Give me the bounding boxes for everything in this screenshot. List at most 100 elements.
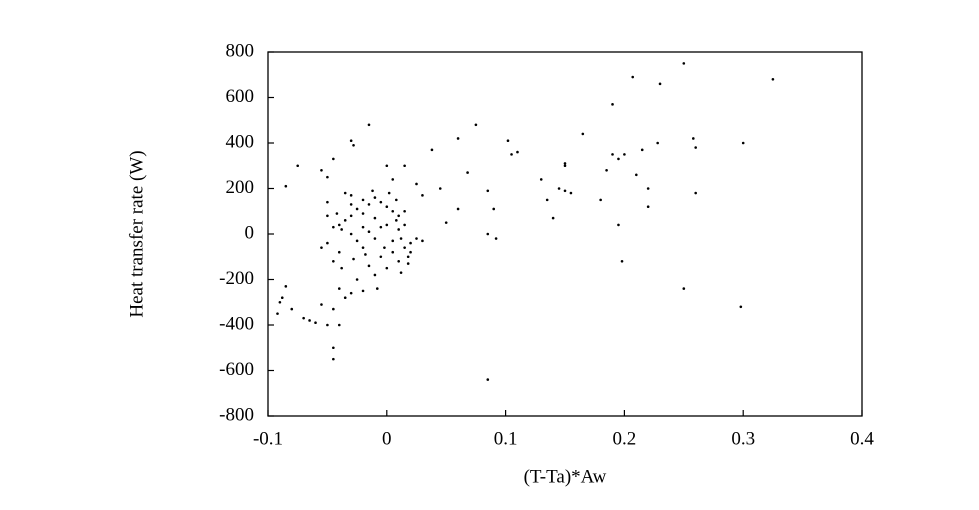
point — [444, 221, 448, 224]
point — [349, 291, 353, 295]
point — [379, 225, 383, 229]
point — [581, 132, 585, 136]
point — [337, 323, 341, 327]
point — [290, 307, 294, 311]
point — [510, 153, 513, 156]
y-tick-label: 400 — [226, 131, 255, 152]
point — [599, 198, 602, 202]
point — [557, 187, 561, 190]
point — [308, 319, 311, 322]
point — [332, 357, 335, 361]
point — [326, 241, 329, 245]
point — [430, 148, 434, 152]
point — [361, 225, 365, 229]
point — [474, 123, 478, 127]
point — [494, 237, 498, 240]
point — [456, 137, 460, 140]
point — [611, 103, 614, 106]
point — [563, 162, 567, 165]
point — [646, 205, 650, 208]
point — [395, 219, 398, 222]
point — [631, 75, 635, 79]
point — [373, 237, 377, 240]
point — [332, 346, 335, 350]
point — [399, 271, 403, 274]
plot-frame — [267, 51, 863, 417]
x-axis-label: (T-Ta)*Aw — [524, 466, 607, 487]
point — [694, 191, 697, 195]
point — [486, 189, 490, 193]
point — [492, 207, 496, 211]
point — [280, 296, 284, 300]
point — [367, 230, 371, 234]
point — [646, 187, 650, 190]
x-tick-label: -0.1 — [253, 428, 283, 449]
point — [385, 164, 389, 168]
point — [486, 378, 490, 381]
point — [385, 205, 389, 208]
point — [343, 219, 347, 222]
point — [399, 237, 403, 240]
point — [326, 175, 329, 179]
point — [332, 225, 335, 229]
point — [739, 305, 743, 309]
point — [302, 316, 305, 320]
point — [326, 323, 329, 327]
point — [617, 157, 620, 161]
point — [395, 198, 398, 202]
point — [415, 237, 418, 240]
point — [403, 223, 406, 227]
point — [278, 300, 282, 304]
point — [403, 164, 406, 168]
point — [692, 137, 695, 140]
point — [409, 241, 412, 245]
point — [391, 209, 395, 213]
point — [694, 146, 697, 149]
y-tick-label: 800 — [226, 40, 255, 61]
point — [296, 164, 300, 168]
point — [545, 198, 549, 202]
point — [438, 187, 442, 190]
point — [634, 173, 638, 177]
point — [658, 82, 662, 86]
point — [385, 223, 389, 227]
x-tick-label: 0.4 — [850, 428, 874, 449]
point — [385, 266, 389, 270]
point — [569, 191, 573, 195]
point — [361, 198, 365, 202]
y-tick-label: 600 — [226, 86, 255, 107]
point — [355, 207, 359, 211]
point — [320, 303, 323, 306]
x-tick-label: 0 — [382, 428, 392, 449]
point — [397, 214, 400, 218]
point — [355, 278, 359, 281]
point — [397, 260, 400, 263]
point — [367, 264, 371, 268]
point — [332, 260, 335, 263]
point — [364, 253, 367, 256]
point — [539, 178, 543, 181]
point — [367, 123, 371, 127]
point — [367, 203, 371, 206]
point — [349, 232, 353, 236]
y-tick-label: -200 — [219, 268, 254, 289]
point — [551, 216, 555, 220]
point — [314, 321, 317, 325]
point — [605, 169, 608, 172]
point — [383, 246, 386, 249]
point — [361, 246, 365, 249]
point — [284, 184, 288, 188]
point — [335, 212, 339, 215]
x-tick-label: 0.1 — [494, 428, 518, 449]
point — [741, 141, 745, 145]
y-axis-label: Heat transfer rate (W) — [126, 150, 147, 317]
point — [337, 223, 341, 227]
y-tick-label: -800 — [219, 404, 254, 425]
point — [373, 273, 377, 277]
point — [516, 150, 519, 154]
point — [375, 287, 379, 290]
point — [340, 228, 343, 231]
y-tick-label: 0 — [245, 222, 255, 243]
point — [682, 62, 686, 65]
